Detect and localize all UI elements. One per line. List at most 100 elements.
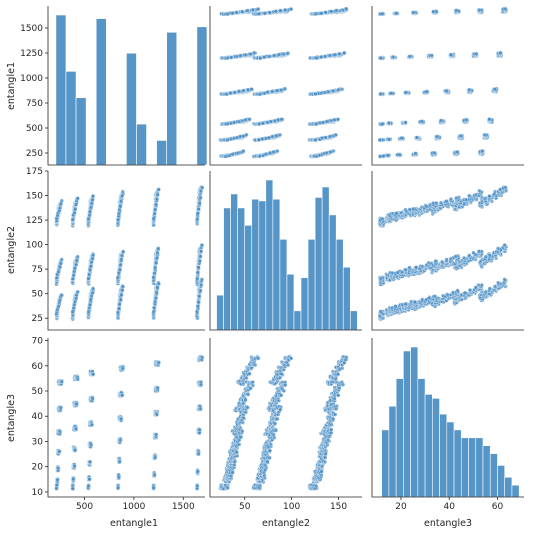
point-entangle2-entangle1 [120, 189, 125, 194]
point-entangle1-entangle3 [386, 120, 391, 126]
spine-entangle1-entangle2 [209, 6, 362, 166]
ytick-label-entangle1-3: 1000 [20, 74, 43, 84]
hist-bar-entangle1-0 [55, 14, 67, 166]
point-entangle2-entangle1 [119, 199, 124, 204]
point-entangle2-entangle1 [198, 188, 203, 193]
point-entangle1-entangle2 [279, 88, 284, 93]
point-entangle1-entangle2 [279, 117, 284, 122]
point-entangle1-entangle2 [247, 117, 252, 122]
hist-bar-entangle1-2 [75, 97, 87, 166]
point-entangle1-entangle2 [332, 117, 337, 122]
point-entangle2-entangle1 [118, 297, 123, 302]
point-entangle2-entangle1 [154, 290, 159, 295]
point-entangle2-entangle1 [199, 283, 204, 288]
point-entangle1-entangle2 [256, 137, 261, 142]
point-entangle1-entangle2 [314, 56, 319, 61]
point-entangle2-entangle1 [119, 253, 124, 258]
point-entangle1-entangle2 [314, 11, 319, 16]
point-entangle2-entangle1 [153, 265, 158, 270]
hist-bar-entangle2-8 [272, 198, 281, 331]
point-entangle1-entangle3 [380, 122, 385, 127]
point-entangle1-entangle2 [319, 54, 324, 60]
point-entangle1-entangle2 [270, 89, 275, 94]
point-entangle2-entangle1 [121, 249, 126, 254]
point-entangle2-entangle1 [74, 258, 79, 263]
point-entangle1-entangle2 [333, 52, 338, 57]
point-entangle2-entangle1 [152, 270, 157, 276]
ytick-label-entangle2-4: 125 [26, 216, 43, 226]
point-entangle2-entangle1 [195, 276, 200, 281]
point-entangle1-entangle2 [324, 150, 329, 155]
point-entangle2-entangle1 [197, 201, 202, 206]
point-entangle2-entangle1 [196, 265, 201, 270]
point-entangle2-entangle3 [487, 194, 492, 199]
point-entangle1-entangle2 [277, 52, 282, 57]
point-entangle2-entangle1 [196, 207, 201, 212]
point-entangle1-entangle2 [323, 135, 328, 140]
point-entangle1-entangle2 [267, 54, 272, 59]
point-entangle1-entangle2 [323, 10, 328, 15]
point-entangle1-entangle3 [424, 89, 429, 94]
point-entangle1-entangle2 [282, 86, 288, 91]
point-entangle1-entangle2 [241, 88, 246, 93]
point-entangle2-entangle1 [199, 277, 205, 282]
point-entangle1-entangle2 [275, 149, 280, 154]
point-entangle1-entangle2 [245, 8, 250, 13]
point-entangle1-entangle2 [266, 135, 271, 140]
hist-bar-entangle2-19 [349, 310, 358, 331]
point-entangle2-entangle1 [197, 294, 202, 299]
hist-bar-entangle1-8 [136, 123, 147, 166]
point-entangle2-entangle1 [194, 309, 200, 314]
point-entangle1-entangle2 [319, 91, 324, 96]
point-entangle1-entangle2 [238, 53, 243, 58]
ytick-label-entangle2-2: 75 [32, 265, 43, 275]
point-entangle2-entangle1 [199, 249, 204, 254]
point-entangle2-entangle1 [198, 254, 203, 259]
point-entangle1-entangle2 [275, 88, 280, 93]
point-entangle1-entangle2 [328, 53, 333, 58]
point-entangle2-entangle1 [88, 302, 93, 307]
point-entangle1-entangle2 [257, 92, 263, 97]
point-entangle2-entangle1 [152, 211, 157, 216]
hist-bar-entangle2-14 [314, 197, 323, 331]
point-entangle2-entangle1 [91, 253, 96, 258]
point-entangle2-entangle1 [119, 257, 124, 262]
point-entangle1-entangle2 [237, 119, 242, 124]
point-entangle1-entangle3 [378, 91, 383, 97]
hist-bar-entangle2-16 [328, 214, 337, 331]
point-entangle1-entangle3 [438, 118, 444, 123]
point-entangle1-entangle2 [313, 137, 318, 143]
point-entangle2-entangle1 [89, 205, 94, 210]
point-entangle1-entangle2 [267, 10, 272, 15]
point-entangle1-entangle2 [236, 150, 241, 156]
point-entangle1-entangle3 [467, 87, 472, 92]
point-entangle2-entangle1 [117, 302, 122, 307]
point-entangle2-entangle1 [196, 300, 201, 305]
point-entangle1-entangle3 [419, 119, 424, 124]
hist-bar-entangle2-6 [258, 200, 267, 331]
point-entangle1-entangle3 [498, 50, 503, 55]
point-entangle2-entangle1 [57, 206, 63, 211]
point-entangle1-entangle2 [241, 148, 246, 154]
hist-bar-entangle2-11 [293, 310, 302, 331]
point-entangle1-entangle2 [252, 50, 257, 55]
point-entangle1-entangle2 [283, 7, 288, 12]
point-entangle1-entangle3 [429, 53, 434, 58]
point-entangle1-entangle3 [480, 148, 485, 154]
point-entangle1-entangle2 [313, 91, 318, 97]
point-entangle1-entangle2 [274, 133, 279, 138]
ytick-label-entangle2-1: 50 [32, 290, 44, 300]
point-entangle1-entangle2 [327, 134, 332, 139]
point-entangle2-entangle1 [70, 217, 75, 222]
point-entangle2-entangle1 [72, 210, 77, 215]
point-entangle1-entangle3 [444, 88, 449, 93]
point-entangle1-entangle3 [463, 117, 469, 122]
point-entangle1-entangle3 [411, 10, 416, 15]
point-entangle1-entangle2 [230, 11, 235, 16]
hist-bar-entangle1-14 [196, 26, 208, 166]
point-entangle1-entangle2 [228, 90, 233, 96]
point-entangle2-entangle3 [467, 288, 472, 293]
point-entangle2-entangle1 [154, 202, 159, 207]
